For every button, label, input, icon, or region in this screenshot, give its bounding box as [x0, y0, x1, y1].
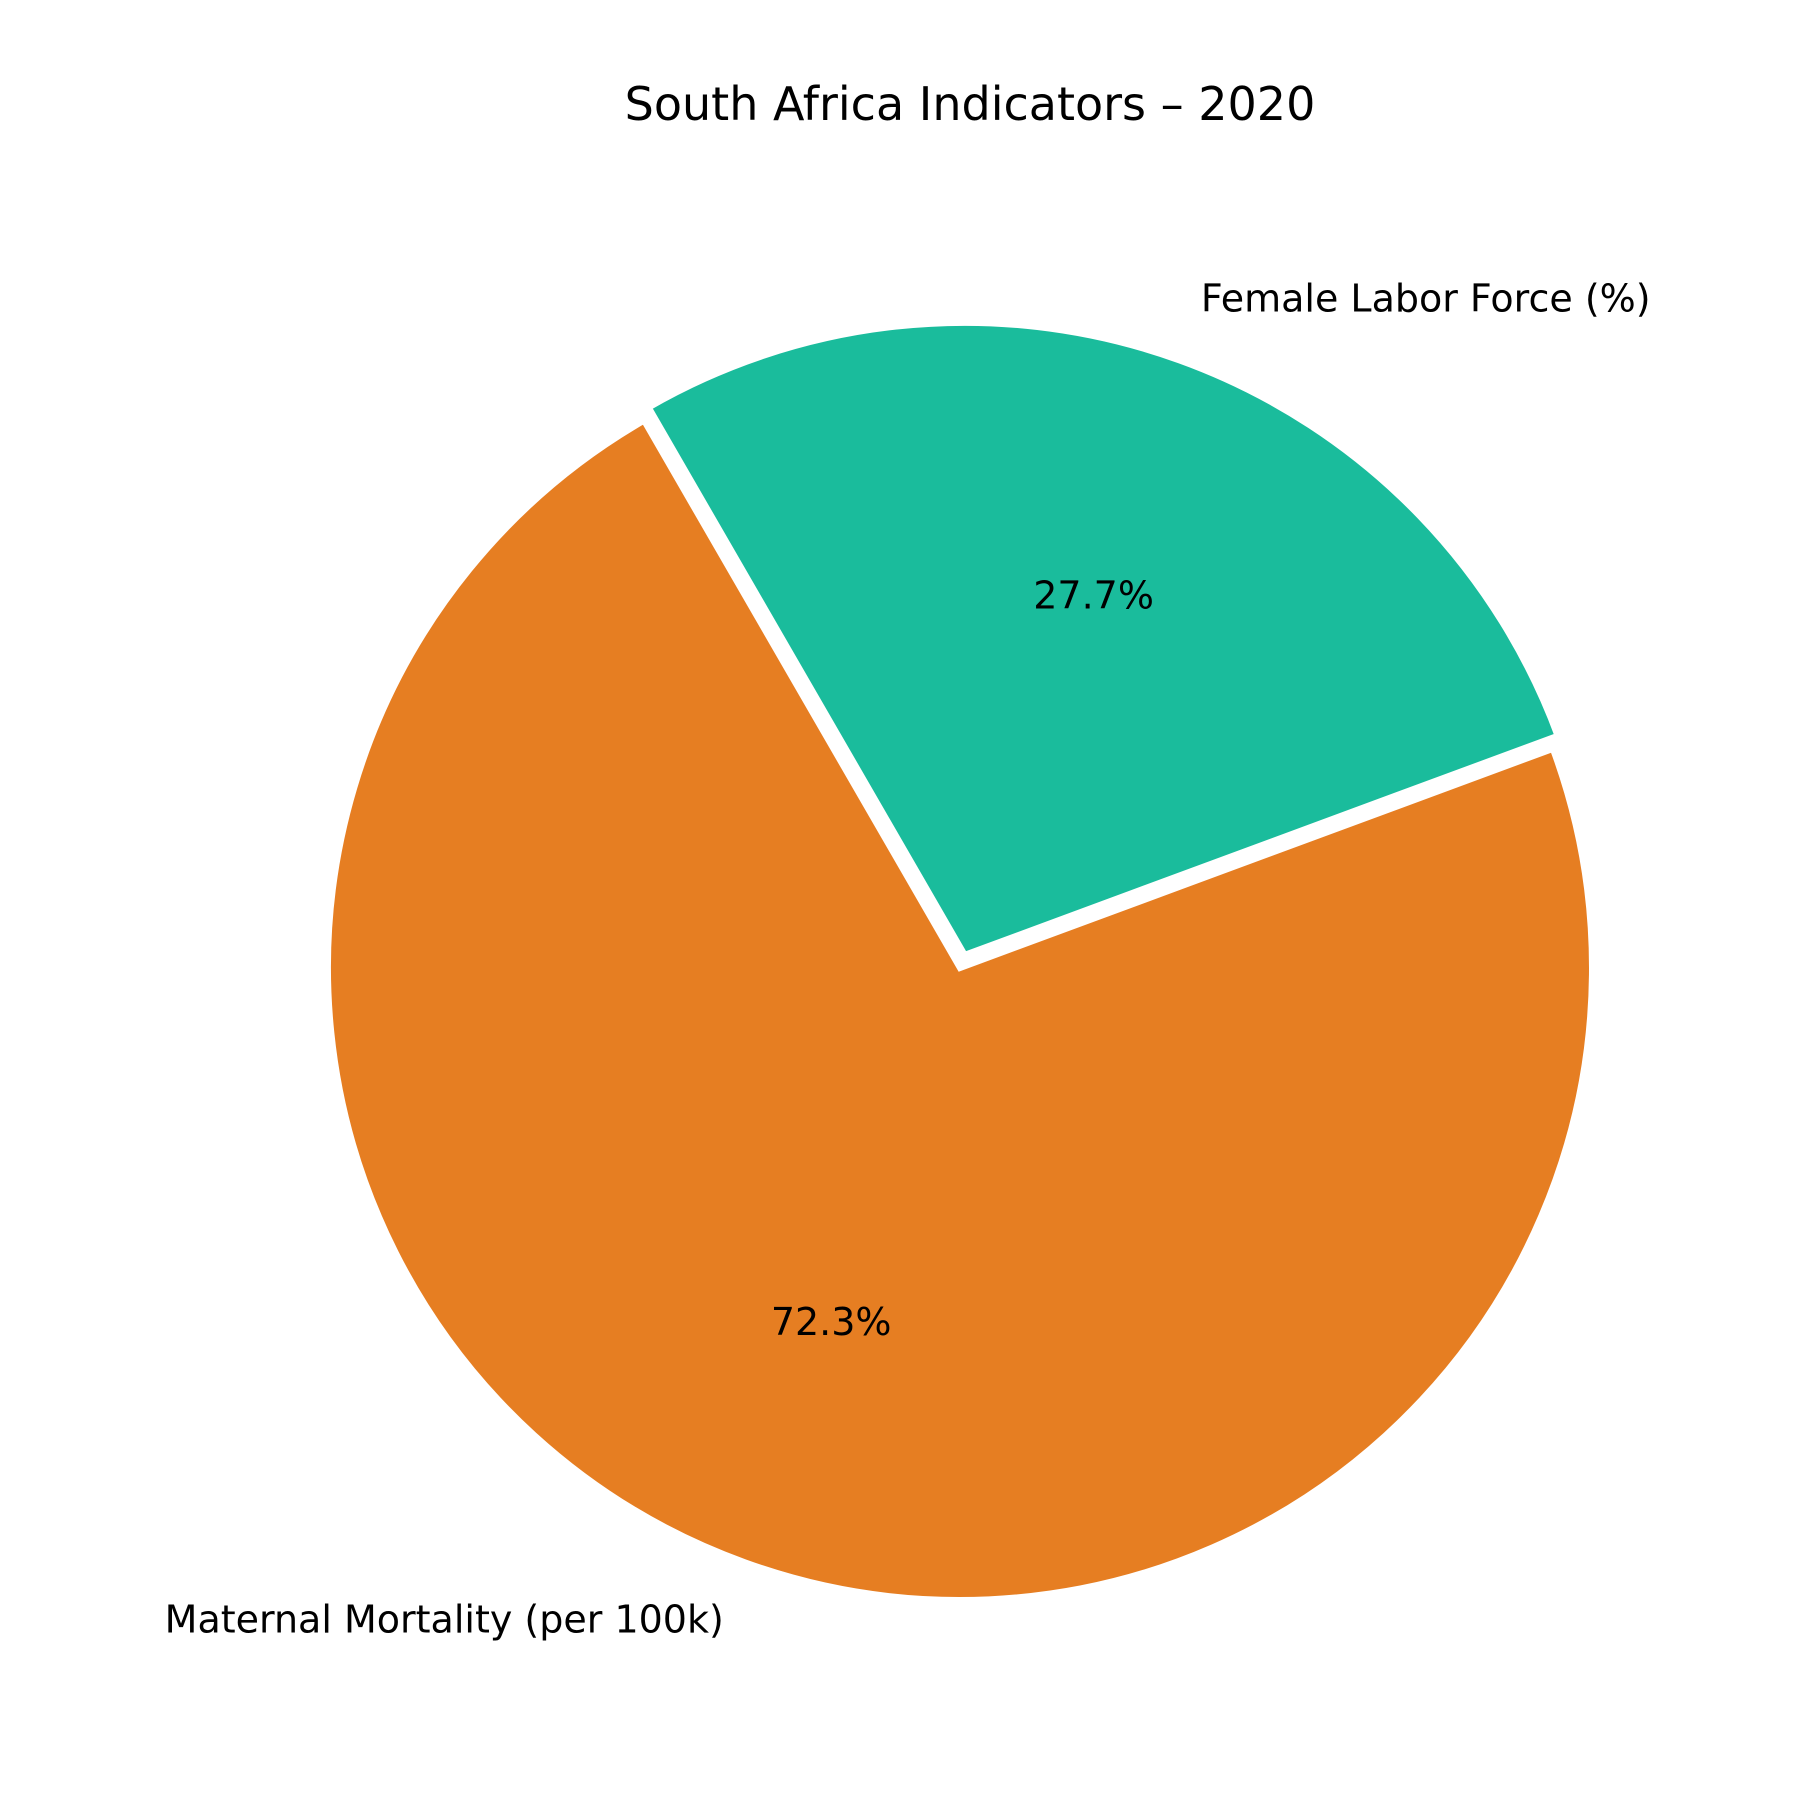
pie-category-label-female-labor-force: Female Labor Force (%) [1201, 276, 1651, 320]
pie-category-label-maternal-mortality-per-100k: Maternal Mortality (per 100k) [165, 1597, 724, 1641]
pie-labels: 27.7% Female Labor Force (%) 72.3% Maternal… [165, 276, 1651, 1641]
pie-percent-label-maternal-mortality-per-100k: 72.3% [771, 1300, 892, 1344]
chart-title: South Africa Indicators – 2020 [625, 77, 1316, 131]
pie-percent-label-female-labor-force: 27.7% [1033, 574, 1154, 618]
pie-slices [325, 319, 1595, 1603]
pie-slice-female-labor-force [644, 319, 1562, 959]
pie-slice-maternal-mortality-per-100k [325, 416, 1595, 1603]
